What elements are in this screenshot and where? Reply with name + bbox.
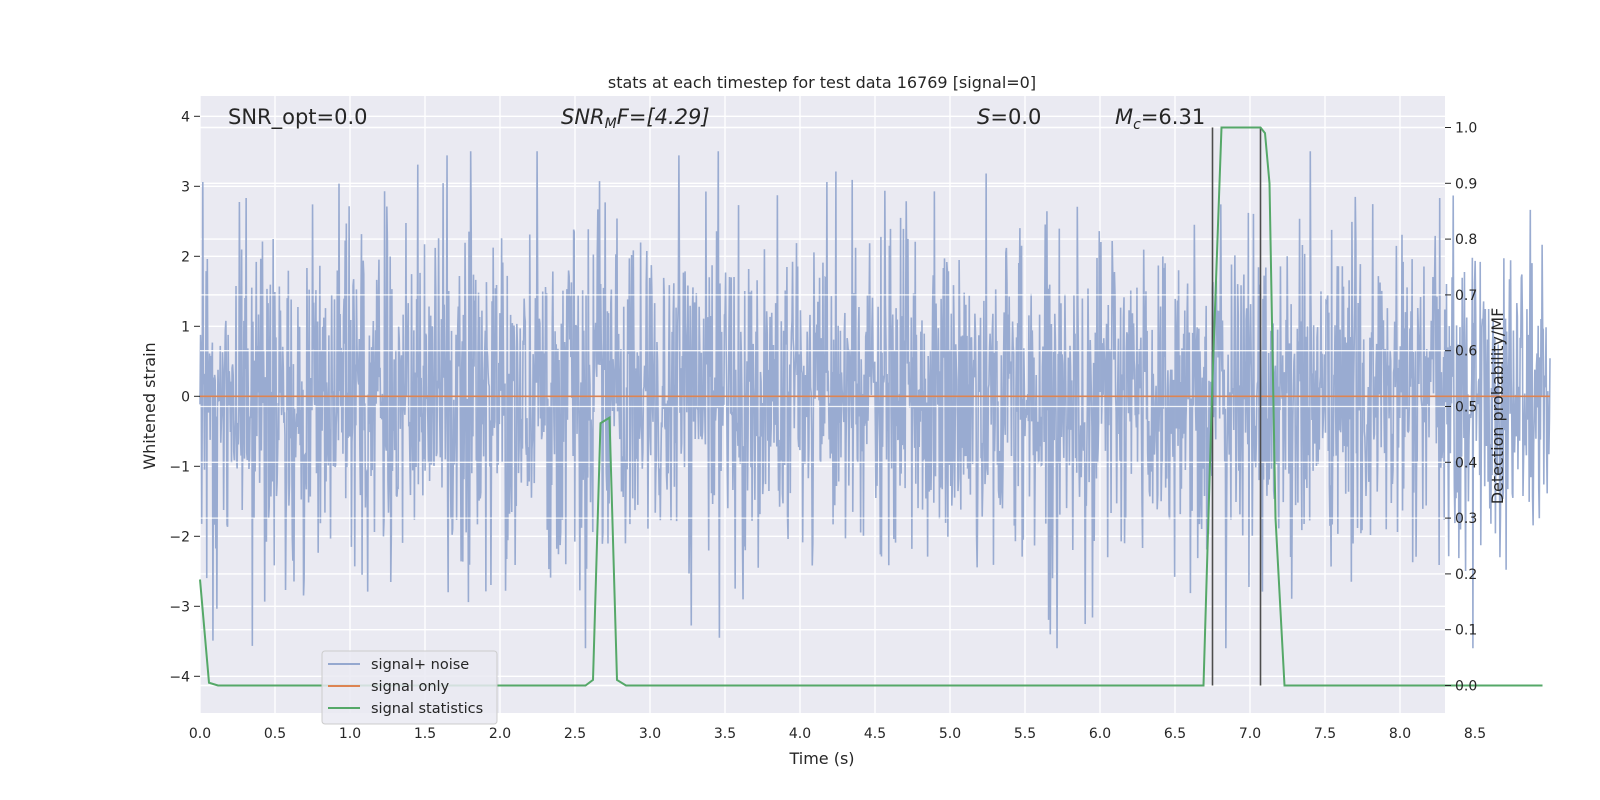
x-tick-label: 5.0 [939,726,961,742]
y-left-tick-label: 0 [181,389,190,405]
legend-label-signal-statistics: signal statistics [371,701,483,717]
x-axis-label: Time (s) [788,749,854,768]
y-right-tick-label: 0.8 [1455,232,1477,248]
x-tick-label: 7.0 [1239,726,1261,742]
y-right-axis-label: Detection probability/MF [1488,308,1507,505]
x-tick-label: 1.5 [414,726,436,742]
x-tick-label: 1.0 [339,726,361,742]
x-tick-label: 4.5 [864,726,886,742]
y-right-tick-label: 0.0 [1455,679,1477,695]
y-left-tick-label: −2 [169,529,190,545]
legend: signal+ noise signal only signal statist… [321,650,498,725]
x-tick-label: 5.5 [1014,726,1036,742]
y-right-axis-ticks: 0.0 0.1 0.2 0.3 0.4 0.5 0.6 0.7 0.8 0.9 1.0 [1445,121,1477,695]
y-left-tick-label: −1 [169,459,190,475]
y-left-tick-label: 4 [181,109,190,125]
chart-title: stats at each timestep for test data 167… [608,73,1036,92]
noise-trace [199,151,1551,649]
y-right-tick-label: 1.0 [1455,121,1477,137]
y-right-tick-label: 0.3 [1455,511,1477,527]
y-left-tick-label: 1 [181,319,190,335]
series-signal-noise [199,151,1551,649]
y-right-tick-label: 0.2 [1455,567,1477,583]
horizontal-bands [200,294,1445,519]
y-right-tick-label: 0.9 [1455,176,1477,192]
x-tick-label: 6.0 [1089,726,1111,742]
signal-statistics-line [199,126,1543,687]
x-tick-label: 4.0 [789,726,811,742]
x-tick-label: 3.0 [639,726,661,742]
y-right-tick-label: 0.5 [1455,400,1477,416]
y-right-tick-label: 0.1 [1455,623,1477,639]
y-left-tick-label: 2 [181,249,190,265]
y-left-tick-label: 3 [181,179,190,195]
x-tick-label: 6.5 [1164,726,1186,742]
x-tick-label: 7.5 [1314,726,1336,742]
annotation-s-stat: S=0.0 [977,105,1041,129]
y-right-tick-label: 0.6 [1455,344,1477,360]
y-left-axis-ticks: −4 −3 −2 −1 0 1 2 3 4 [169,109,200,685]
annotation-snr-mf: SNRMF=[4.29] [561,105,710,132]
legend-label-signal-noise: signal+ noise [371,657,469,673]
x-axis-ticks: 0.0 0.5 1.0 1.5 2.0 2.5 3.0 3.5 4.0 4.5 5.0 5.5 6.0 6… [189,726,1486,742]
annotation-chirp-mass: Mc=6.31 [1115,105,1205,133]
y-right-tick-label: 0.4 [1455,455,1477,471]
x-tick-label: 3.5 [714,726,736,742]
legend-box [321,650,498,725]
y-right-tick-label: 0.7 [1455,288,1477,304]
series-signal-statistics [199,126,1543,687]
x-tick-label: 8.5 [1464,726,1486,742]
x-tick-label: 0.5 [264,726,286,742]
x-tick-label: 2.5 [564,726,586,742]
y-left-tick-label: −4 [169,669,190,685]
legend-label-signal-only: signal only [371,679,450,695]
x-tick-label: 2.0 [489,726,511,742]
y-left-tick-label: −3 [169,599,190,615]
annotation-snr-opt: SNR_opt=0.0 [228,105,368,130]
y-left-axis-label: Whitened strain [140,342,159,469]
x-tick-label: 8.0 [1389,726,1411,742]
x-tick-label: 0.0 [189,726,211,742]
